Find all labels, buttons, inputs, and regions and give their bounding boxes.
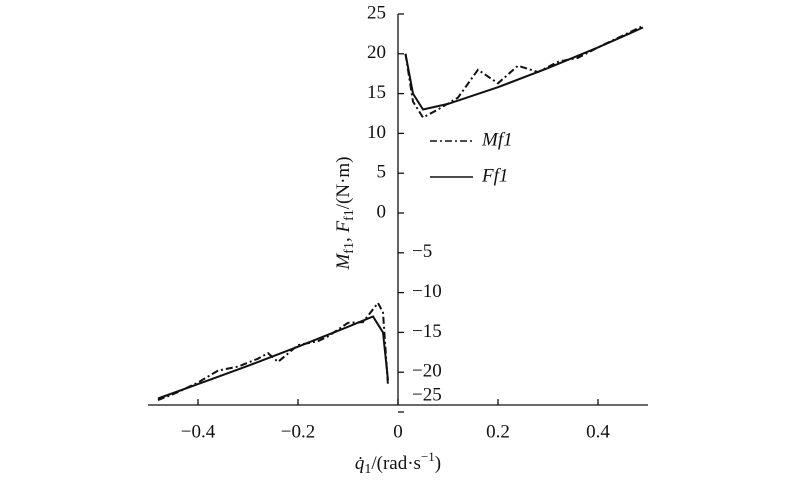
- y-tick-label: −15: [412, 321, 442, 342]
- x-label-part: −1: [421, 449, 435, 464]
- y-tick-label: 5: [377, 162, 387, 183]
- y-tick-label: 15: [367, 82, 386, 103]
- y-tick-label: −20: [412, 361, 442, 382]
- y-label-part: M: [333, 253, 354, 271]
- x-tick-label: 0.2: [486, 421, 510, 442]
- y-tick-label: 25: [367, 2, 386, 23]
- y-axis-label: Mf1, Ff1/(N·m): [333, 156, 357, 270]
- y-tick-label: 0: [377, 201, 387, 222]
- y-label-part: /(N·m): [333, 156, 354, 209]
- x-tick-label: 0.4: [586, 421, 610, 442]
- y-tick-label: −25: [412, 384, 442, 405]
- y-label-part: ,: [333, 233, 354, 243]
- legend-label: Ff1: [481, 165, 508, 186]
- y-label-part: f1: [342, 242, 357, 254]
- x-label-part: ): [435, 453, 441, 474]
- x-label-part: 1: [364, 462, 371, 477]
- y-tick-label: 10: [367, 122, 386, 143]
- x-axis-label: q̇1/(rad·s−1): [355, 449, 441, 477]
- x-tick-label: −0.4: [181, 421, 216, 442]
- y-label-part: F: [333, 221, 354, 234]
- x-tick-label: 0: [393, 421, 403, 442]
- x-tick-label: −0.2: [281, 421, 315, 442]
- y-tick-label: −5: [412, 241, 432, 262]
- y-label-part: f1: [342, 209, 357, 221]
- y-tick-label: −10: [412, 281, 442, 302]
- x-label-part: q̇: [355, 453, 365, 474]
- y-tick-label: 20: [367, 42, 386, 63]
- series-line: [157, 26, 644, 400]
- legend-label: Mf1: [481, 129, 513, 150]
- x-label-part: /(rad·s: [371, 453, 421, 474]
